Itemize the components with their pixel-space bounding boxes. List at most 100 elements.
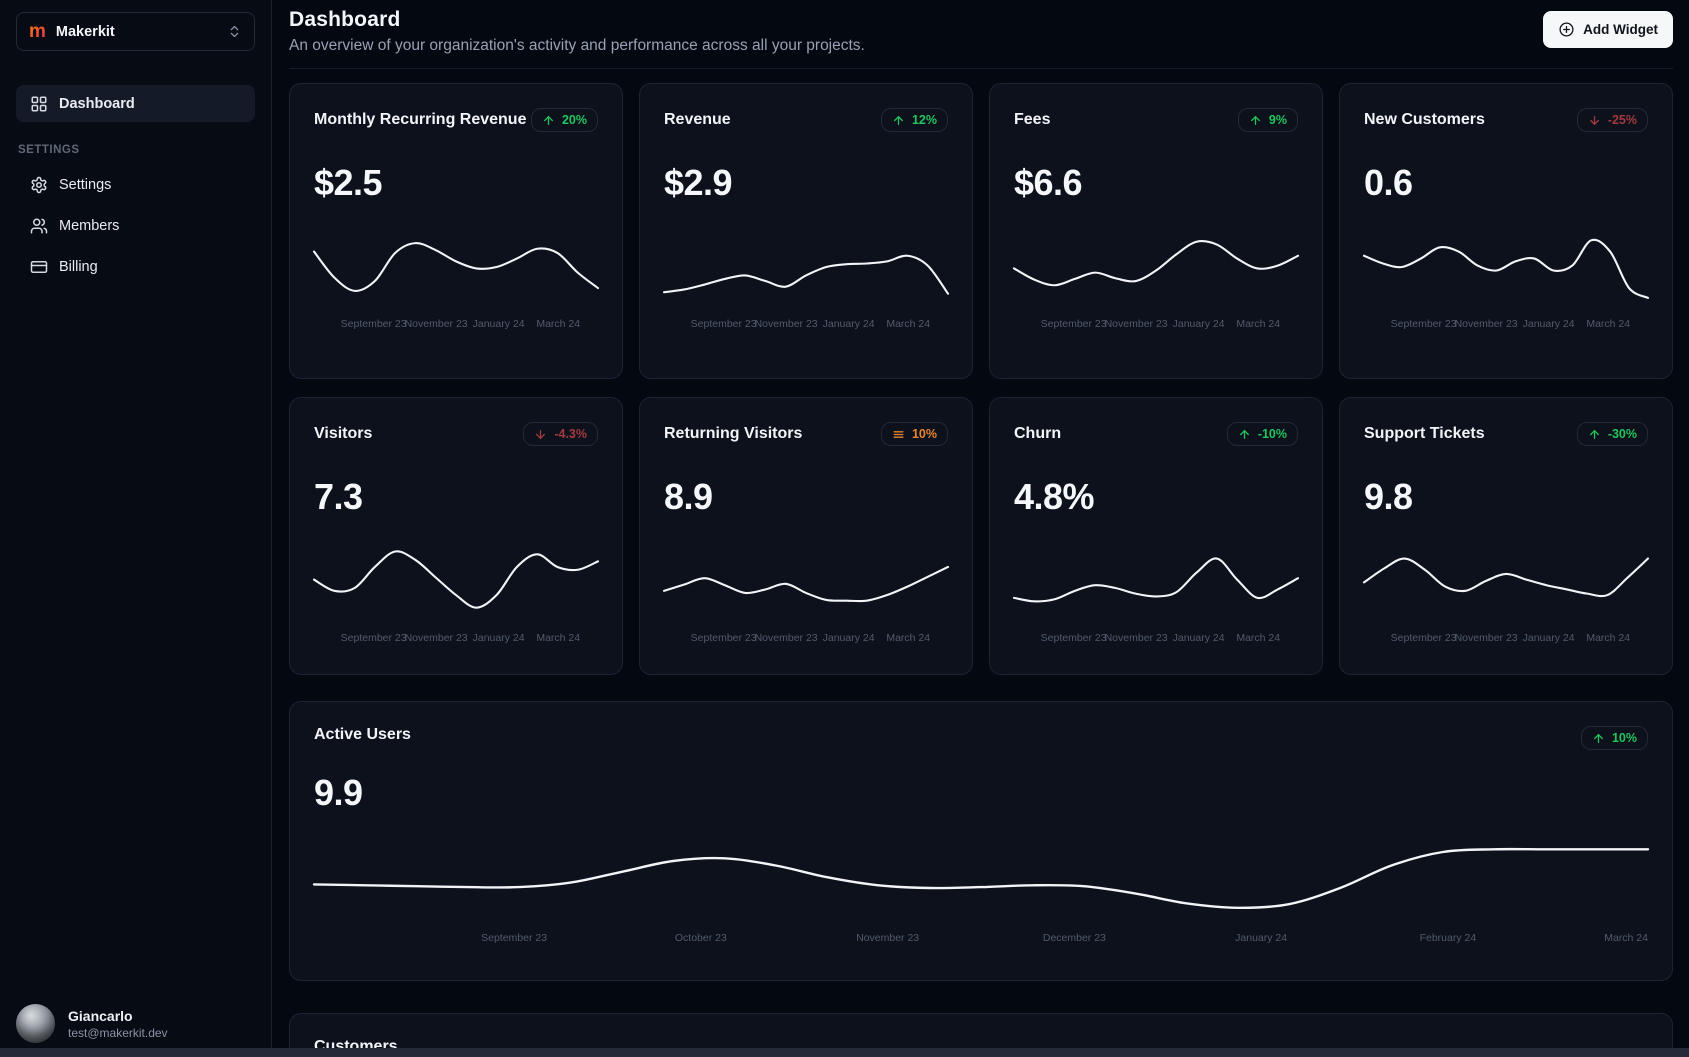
axis-label: January 24 bbox=[472, 318, 525, 330]
axis-label: March 24 bbox=[1236, 318, 1281, 330]
trend-value: -30% bbox=[1607, 427, 1637, 441]
stat-card-fees: Fees 9% $6.6 September 23 November 23 Ja… bbox=[989, 83, 1323, 379]
trend-value: 20% bbox=[561, 113, 587, 127]
x-axis: September 23 October 23 November 23 Dece… bbox=[314, 932, 1648, 946]
stat-card-revenue: Revenue 12% $2.9 September 23 November 2… bbox=[639, 83, 973, 379]
sparkline-chart bbox=[664, 542, 948, 620]
x-axis: September 23 November 23 January 24 Marc… bbox=[314, 318, 598, 332]
axis-label: November 23 bbox=[856, 932, 920, 944]
arrow-up-icon bbox=[1249, 114, 1262, 127]
settings-section-label: SETTINGS bbox=[18, 144, 80, 156]
arrow-up-icon bbox=[1592, 732, 1605, 745]
stat-card-support-tickets: Support Tickets -30% 9.8 September 23 No… bbox=[1339, 397, 1673, 675]
trend-value: 10% bbox=[1611, 731, 1637, 745]
sidebar-item-members[interactable]: Members bbox=[16, 207, 255, 244]
axis-label: September 23 bbox=[1040, 318, 1107, 330]
metric-value: 9.9 bbox=[314, 772, 363, 813]
makerkit-logo: m bbox=[29, 21, 46, 42]
add-widget-button[interactable]: Add Widget bbox=[1543, 11, 1673, 48]
metric-value: 4.8% bbox=[1014, 476, 1095, 517]
axis-label: December 23 bbox=[1042, 932, 1106, 944]
axis-label: March 24 bbox=[1604, 932, 1648, 944]
axis-label: January 24 bbox=[472, 632, 525, 644]
sparkline-chart bbox=[1014, 228, 1298, 306]
axis-label: March 24 bbox=[1236, 632, 1281, 644]
x-axis: September 23 November 23 January 24 Marc… bbox=[664, 632, 948, 646]
add-widget-label: Add Widget bbox=[1583, 22, 1658, 37]
axis-label: January 24 bbox=[822, 632, 875, 644]
trend-badge: 20% bbox=[530, 108, 598, 132]
axis-label: September 23 bbox=[340, 318, 407, 330]
axis-label: November 23 bbox=[1454, 318, 1518, 330]
stat-card-returning-visitors: Returning Visitors 10% 8.9 September 23 … bbox=[639, 397, 973, 675]
card-title: Churn bbox=[1014, 425, 1062, 442]
sparkline-chart bbox=[1364, 228, 1648, 306]
axis-label: October 23 bbox=[674, 932, 727, 944]
sidebar-nav: Dashboard bbox=[16, 85, 255, 122]
sidebar-item-dashboard[interactable]: Dashboard bbox=[16, 85, 255, 122]
x-axis: September 23 November 23 January 24 Marc… bbox=[664, 318, 948, 332]
user-menu[interactable]: Giancarlo test@makerkit.dev bbox=[16, 1004, 255, 1043]
page-title: Dashboard bbox=[289, 8, 401, 31]
trend-value: 10% bbox=[911, 427, 937, 441]
axis-label: November 23 bbox=[754, 318, 818, 330]
x-axis: September 23 November 23 January 24 Marc… bbox=[1014, 632, 1298, 646]
x-axis: September 23 November 23 January 24 Marc… bbox=[1014, 318, 1298, 332]
credit-card-icon bbox=[30, 258, 48, 276]
metric-value: $2.5 bbox=[314, 162, 383, 203]
axis-label: January 24 bbox=[822, 318, 875, 330]
metric-value: 0.6 bbox=[1364, 162, 1413, 203]
dashboard-grid-icon bbox=[30, 95, 48, 113]
card-title: Monthly Recurring Revenue bbox=[314, 111, 527, 128]
axis-label: November 23 bbox=[404, 632, 468, 644]
arrow-down-icon bbox=[534, 428, 547, 441]
active-users-chart bbox=[314, 820, 1648, 920]
trend-badge: -4.3% bbox=[523, 422, 598, 446]
sidebar: m Makerkit Dashboard SETTINGS Settings M… bbox=[0, 0, 272, 1057]
card-title: Active Users bbox=[314, 726, 411, 743]
trend-badge: 10% bbox=[1580, 726, 1648, 750]
sidebar-settings-nav: Settings Members Billing bbox=[16, 166, 255, 285]
stat-card-monthly-recurring-revenue: Monthly Recurring Revenue 20% $2.5 Septe… bbox=[289, 83, 623, 379]
axis-label: January 24 bbox=[1522, 318, 1575, 330]
trend-value: 12% bbox=[911, 113, 937, 127]
card-title: Returning Visitors bbox=[664, 425, 803, 442]
axis-label: November 23 bbox=[404, 318, 468, 330]
axis-label: March 24 bbox=[1586, 318, 1631, 330]
sidebar-item-settings[interactable]: Settings bbox=[16, 166, 255, 203]
arrow-down-icon bbox=[1588, 114, 1601, 127]
axis-label: March 24 bbox=[536, 318, 581, 330]
stat-card-new-customers: New Customers -25% 0.6 September 23 Nove… bbox=[1339, 83, 1673, 379]
axis-label: January 24 bbox=[1235, 932, 1288, 944]
axis-label: November 23 bbox=[1104, 318, 1168, 330]
stat-card-churn: Churn -10% 4.8% September 23 November 23… bbox=[989, 397, 1323, 675]
x-axis: September 23 November 23 January 24 Marc… bbox=[1364, 318, 1648, 332]
metric-value: 9.8 bbox=[1364, 476, 1413, 517]
axis-label: September 23 bbox=[690, 318, 757, 330]
arrow-up-icon bbox=[1238, 428, 1251, 441]
trend-value: -10% bbox=[1257, 427, 1287, 441]
x-axis: September 23 November 23 January 24 Marc… bbox=[1364, 632, 1648, 646]
metric-value: 7.3 bbox=[314, 476, 363, 517]
axis-label: March 24 bbox=[886, 632, 931, 644]
axis-label: January 24 bbox=[1172, 318, 1225, 330]
gear-icon bbox=[30, 176, 48, 194]
trend-badge: 12% bbox=[880, 108, 948, 132]
axis-label: September 23 bbox=[1390, 318, 1457, 330]
axis-label: September 23 bbox=[481, 932, 548, 944]
user-email: test@makerkit.dev bbox=[68, 1025, 168, 1040]
users-icon bbox=[30, 217, 48, 235]
trend-badge: -25% bbox=[1576, 108, 1648, 132]
axis-label: February 24 bbox=[1419, 932, 1477, 944]
sidebar-item-label: Billing bbox=[59, 258, 98, 275]
viewport-bottom-strip bbox=[0, 1048, 1689, 1057]
axis-label: January 24 bbox=[1172, 632, 1225, 644]
user-avatar bbox=[16, 1004, 55, 1043]
trend-badge: -10% bbox=[1226, 422, 1298, 446]
workspace-selector[interactable]: m Makerkit bbox=[16, 12, 255, 51]
trend-badge: -30% bbox=[1576, 422, 1648, 446]
axis-label: September 23 bbox=[340, 632, 407, 644]
sidebar-item-billing[interactable]: Billing bbox=[16, 248, 255, 285]
arrow-up-icon bbox=[892, 114, 905, 127]
stat-card-visitors: Visitors -4.3% 7.3 September 23 November… bbox=[289, 397, 623, 675]
